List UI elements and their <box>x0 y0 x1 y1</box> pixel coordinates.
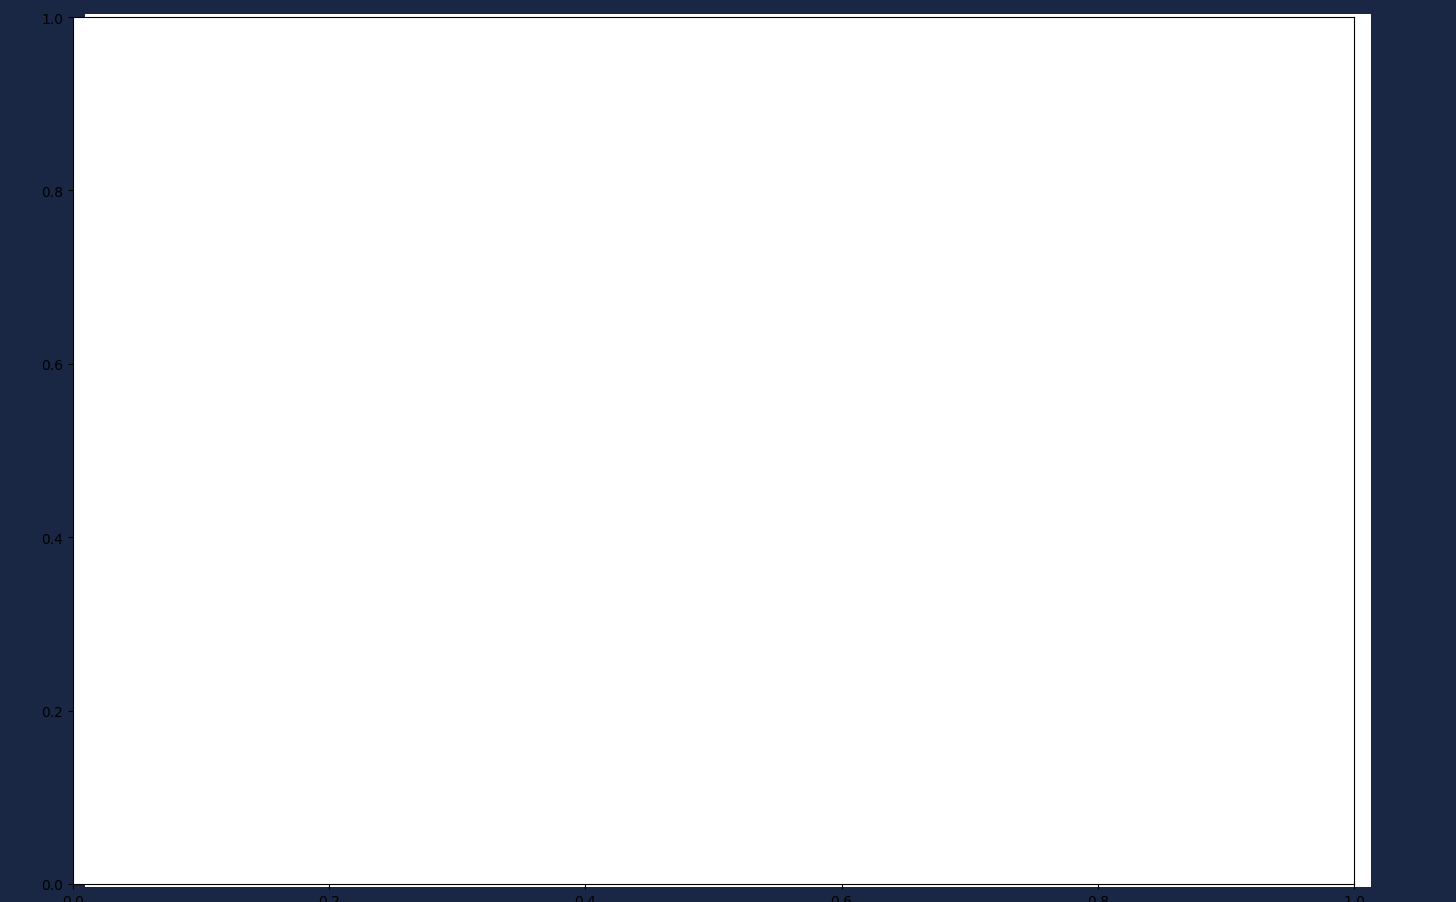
Text: a: a <box>716 795 740 828</box>
Text: +Q: +Q <box>526 71 575 99</box>
Text: +Q: +Q <box>881 71 930 99</box>
Text: −Q: −Q <box>1101 399 1150 427</box>
Text: +Q: +Q <box>526 726 575 754</box>
Text: O: O <box>744 449 764 477</box>
FancyBboxPatch shape <box>86 15 1370 887</box>
Text: −Q: −Q <box>881 726 930 754</box>
Text: +Q: +Q <box>306 399 355 427</box>
